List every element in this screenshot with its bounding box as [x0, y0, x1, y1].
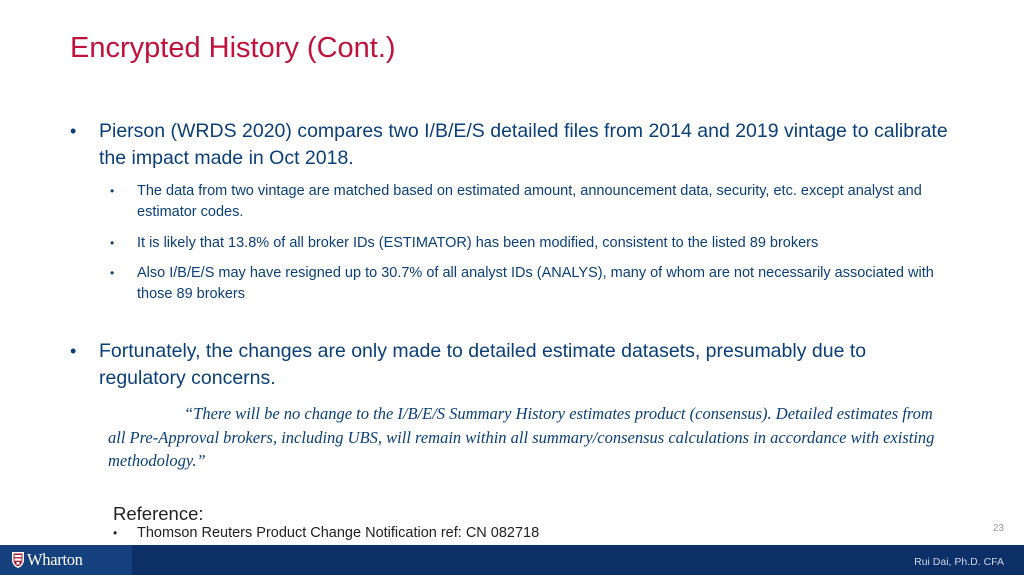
bullet-dot: • — [113, 526, 118, 540]
bullet-dot: • — [110, 236, 115, 250]
sub-bullet-text: Also I/B/E/S may have resigned up to 30.… — [137, 265, 934, 302]
bullet-dot: • — [110, 266, 115, 280]
sub-bullet-text: It is likely that 13.8% of all broker ID… — [137, 235, 819, 251]
reference-text: Thomson Reuters Product Change Notificat… — [137, 525, 540, 541]
main-bullet-text: Pierson (WRDS 2020) compares two I/B/E/S… — [99, 120, 948, 169]
logo-text: Wharton — [27, 550, 83, 569]
wharton-logo: Wharton — [11, 550, 83, 570]
sub-bullet-3: • Also I/B/E/S may have resigned up to 3… — [110, 263, 960, 305]
quotation: “There will be no change to the I/B/E/S … — [108, 404, 935, 470]
bullet-dot: • — [70, 341, 77, 361]
sub-bullet-2: • It is likely that 13.8% of all broker … — [110, 233, 960, 254]
bullet-dot: • — [70, 121, 77, 141]
main-bullet-1: • Pierson (WRDS 2020) compares two I/B/E… — [70, 118, 950, 172]
bullet-dot: • — [110, 184, 115, 198]
page-number: 23 — [992, 523, 1004, 534]
shield-icon — [12, 552, 24, 568]
main-bullet-2: • Fortunately, the changes are only made… — [70, 338, 950, 392]
main-bullet-text: Fortunately, the changes are only made t… — [99, 340, 867, 389]
sub-bullet-text: The data from two vintage are matched ba… — [137, 183, 922, 220]
footer-logo-panel: Wharton — [0, 545, 132, 575]
sub-bullet-1: • The data from two vintage are matched … — [110, 181, 960, 223]
footer-bar: Wharton Rui Dai, Ph.D. CFA — [0, 545, 1024, 575]
reference-item: • Thomson Reuters Product Change Notifica… — [113, 525, 539, 541]
slide-title: Encrypted History (Cont.) — [70, 32, 396, 64]
reference-heading: Reference: — [113, 503, 204, 524]
author-credit: Rui Dai, Ph.D. CFA — [914, 556, 1004, 568]
